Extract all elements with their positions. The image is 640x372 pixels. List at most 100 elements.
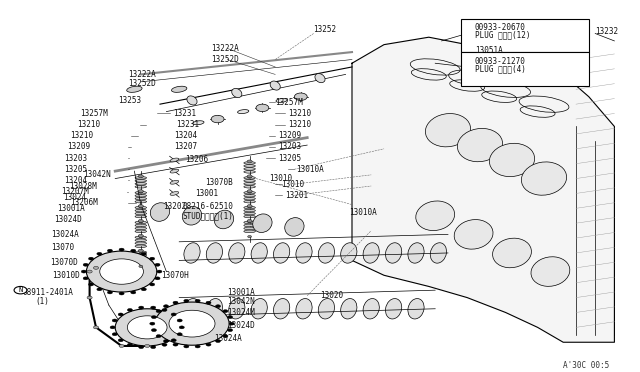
Text: 13222A: 13222A: [211, 44, 239, 53]
Circle shape: [87, 270, 92, 273]
Circle shape: [173, 301, 178, 304]
Ellipse shape: [244, 186, 255, 188]
Text: 13205: 13205: [278, 154, 301, 163]
Ellipse shape: [232, 89, 242, 97]
Text: 13001A: 13001A: [58, 204, 85, 213]
Ellipse shape: [135, 242, 147, 245]
Ellipse shape: [430, 243, 447, 263]
Ellipse shape: [170, 192, 179, 195]
Ellipse shape: [135, 206, 147, 209]
Text: 13252D: 13252D: [128, 79, 156, 88]
Ellipse shape: [135, 186, 147, 188]
Circle shape: [14, 286, 27, 294]
Circle shape: [131, 249, 136, 252]
Text: 13207M: 13207M: [61, 187, 88, 196]
Ellipse shape: [244, 201, 255, 203]
Ellipse shape: [135, 230, 147, 233]
Ellipse shape: [458, 128, 502, 162]
Circle shape: [93, 326, 99, 329]
Circle shape: [86, 251, 157, 292]
Text: 13252: 13252: [314, 25, 337, 34]
Circle shape: [155, 277, 160, 280]
Ellipse shape: [135, 195, 147, 197]
Text: 13206M: 13206M: [70, 198, 98, 207]
Ellipse shape: [244, 195, 255, 197]
Circle shape: [118, 313, 124, 316]
Circle shape: [138, 175, 143, 178]
Text: 13203: 13203: [278, 142, 301, 151]
Circle shape: [227, 328, 232, 331]
Circle shape: [145, 344, 150, 347]
Ellipse shape: [244, 177, 255, 179]
Ellipse shape: [228, 299, 245, 319]
Text: 13042N: 13042N: [83, 170, 111, 179]
Ellipse shape: [340, 299, 357, 319]
Ellipse shape: [276, 99, 287, 102]
Text: 13257M: 13257M: [275, 98, 303, 107]
Ellipse shape: [135, 212, 147, 215]
Text: PLUG プラグ(4): PLUG プラグ(4): [475, 64, 525, 73]
Circle shape: [162, 343, 167, 346]
Circle shape: [177, 319, 182, 322]
Ellipse shape: [273, 243, 290, 263]
Ellipse shape: [315, 74, 325, 83]
Text: 13001: 13001: [195, 189, 218, 198]
Circle shape: [118, 339, 124, 342]
Ellipse shape: [493, 238, 531, 268]
Ellipse shape: [318, 243, 335, 263]
Circle shape: [139, 250, 143, 253]
Ellipse shape: [237, 110, 249, 113]
Ellipse shape: [127, 86, 142, 92]
Ellipse shape: [135, 209, 147, 212]
Text: 13257M: 13257M: [80, 109, 108, 118]
Text: 13010D: 13010D: [52, 271, 80, 280]
Circle shape: [163, 340, 168, 343]
Circle shape: [227, 316, 232, 319]
Text: 13252D: 13252D: [211, 55, 239, 64]
Circle shape: [163, 305, 168, 308]
Circle shape: [177, 333, 182, 336]
Ellipse shape: [408, 243, 424, 263]
Ellipse shape: [206, 299, 223, 319]
Ellipse shape: [135, 245, 147, 248]
Ellipse shape: [172, 86, 187, 92]
Circle shape: [171, 339, 176, 342]
Circle shape: [171, 313, 176, 316]
Text: 13028M: 13028M: [69, 182, 97, 190]
Circle shape: [112, 319, 117, 322]
Ellipse shape: [253, 214, 272, 232]
Circle shape: [248, 176, 252, 178]
Circle shape: [83, 277, 88, 280]
Ellipse shape: [296, 243, 312, 263]
Circle shape: [184, 299, 189, 302]
Circle shape: [152, 328, 157, 331]
Circle shape: [156, 310, 161, 312]
Text: 13051A: 13051A: [475, 46, 502, 55]
Ellipse shape: [408, 299, 424, 319]
Circle shape: [248, 206, 252, 208]
Ellipse shape: [135, 239, 147, 242]
Ellipse shape: [135, 215, 147, 218]
FancyBboxPatch shape: [461, 52, 589, 86]
Circle shape: [150, 283, 155, 286]
Ellipse shape: [251, 299, 268, 319]
Text: 13010: 13010: [269, 174, 292, 183]
Ellipse shape: [426, 113, 470, 147]
Text: 13204: 13204: [174, 131, 197, 140]
Ellipse shape: [531, 257, 570, 286]
Ellipse shape: [244, 227, 255, 230]
Circle shape: [155, 263, 160, 266]
Text: 13070H: 13070H: [161, 271, 189, 280]
Text: 13231: 13231: [173, 109, 196, 118]
Circle shape: [206, 343, 211, 346]
Ellipse shape: [135, 180, 147, 182]
Circle shape: [173, 343, 178, 346]
Ellipse shape: [273, 299, 290, 319]
Circle shape: [150, 257, 155, 260]
Text: 13203: 13203: [64, 154, 87, 163]
Circle shape: [138, 190, 143, 193]
Circle shape: [139, 235, 143, 238]
Circle shape: [139, 191, 143, 193]
Ellipse shape: [187, 96, 197, 105]
Ellipse shape: [135, 197, 147, 200]
